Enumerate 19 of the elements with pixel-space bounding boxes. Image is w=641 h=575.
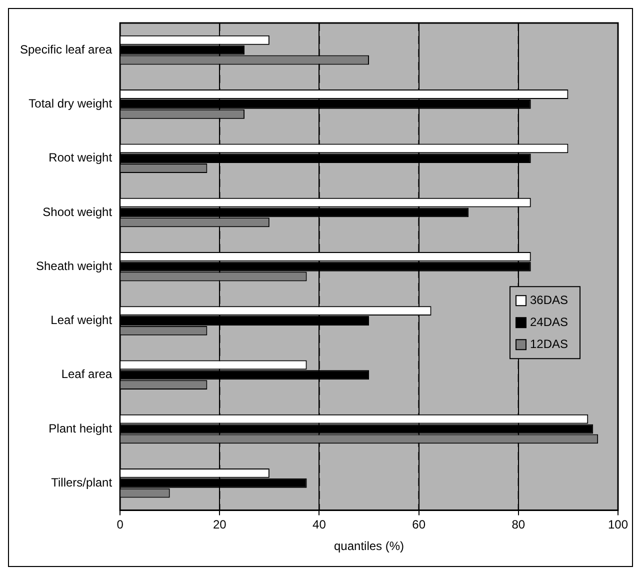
y-tick-label: Specific leaf area [20, 42, 112, 56]
y-tick-label: Tillers/plant [51, 475, 113, 490]
legend-label: 12DAS [530, 336, 568, 351]
legend-label: 36DAS [530, 292, 568, 307]
x-tick-label: 20 [212, 518, 227, 532]
y-tick-label: Root weight [48, 150, 113, 165]
y-tick-label: Shoot weight [42, 204, 113, 219]
y-tick-label: Leaf weight [50, 313, 113, 328]
y-tick-label: Leaf area [61, 367, 112, 382]
x-tick-label: 80 [512, 518, 526, 532]
x-tick-label: 60 [412, 518, 426, 532]
x-tick-label: 0 [116, 518, 124, 532]
x-axis-title: quantiles (%) [334, 539, 404, 554]
legend-label: 24DAS [530, 314, 568, 329]
y-tick-label: Plant height [48, 421, 113, 436]
x-tick-label: 40 [312, 518, 326, 532]
y-tick-label: Total dry weight [28, 96, 113, 111]
x-tick-label: 100 [608, 518, 628, 532]
y-tick-label: Sheath weight [36, 258, 113, 273]
